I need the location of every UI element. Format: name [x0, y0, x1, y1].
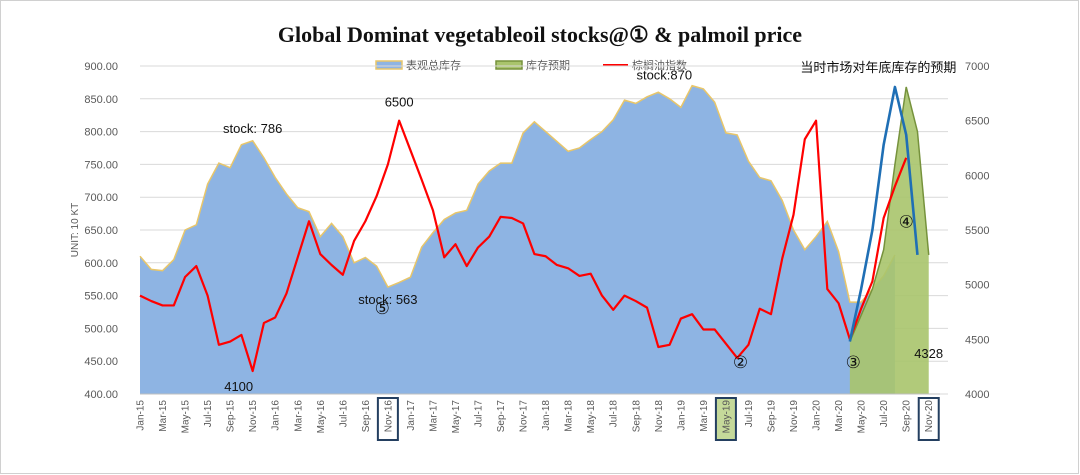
- x-tick-label: Jul-15: [203, 400, 214, 428]
- annotation-label: 6500: [385, 95, 414, 110]
- x-tick-label: Mar-19: [699, 400, 710, 432]
- x-tick-label: Mar-16: [293, 400, 304, 432]
- x-tick-label: May-15: [181, 400, 192, 434]
- y-tick-right: 6500: [965, 116, 989, 128]
- x-tick-label: Jul-19: [744, 400, 755, 428]
- x-tick-label: Jul-20: [879, 400, 890, 428]
- y-tick-left: 600.00: [84, 258, 118, 270]
- x-tick-label: May-20: [857, 400, 868, 434]
- x-tick-label: Nov-20: [924, 400, 935, 433]
- y-tick-left: 900.00: [84, 61, 118, 73]
- y-tick-right: 5500: [965, 225, 989, 237]
- x-tick-label: Sep-20: [902, 400, 913, 433]
- x-tick-label: Sep-15: [226, 400, 237, 433]
- area-forecast-edge: [849, 86, 930, 342]
- x-tick-label: Jul-18: [609, 400, 620, 428]
- annotation-label: 4100: [224, 379, 253, 394]
- circled-marker: ⑤: [375, 299, 390, 319]
- annotation-layer: stock: 786 stock: 563 stock:870 4100 6500 432…: [223, 60, 956, 394]
- x-tick-label: Jul-16: [338, 400, 349, 428]
- circled-marker: ②: [733, 353, 748, 373]
- legend-label-stock: 表观总库存: [406, 58, 461, 72]
- x-tick-label: Nov-19: [789, 400, 800, 433]
- y-tick-left: 450.00: [84, 356, 118, 368]
- area-stock: [140, 85, 895, 395]
- y-axis-title-left: UNIT: 10 KT: [70, 203, 81, 257]
- line-price: [139, 119, 908, 373]
- circled-marker: ③: [846, 353, 861, 373]
- x-tick-label: Jan-17: [406, 400, 417, 431]
- line-layer: [139, 85, 919, 373]
- axis-layer: 400.00 450.00 500.00 550.00 600.00 650.00 700.…: [70, 61, 989, 441]
- x-tick-label: May-16: [316, 400, 327, 434]
- x-tick-label: Mar-17: [428, 400, 439, 432]
- y-tick-left: 550.00: [84, 291, 118, 303]
- y-tick-left: 850.00: [84, 94, 118, 106]
- area-stock-edge: [139, 84, 896, 303]
- x-tick-label: Nov-15: [248, 400, 259, 433]
- y-tick-right: 4500: [965, 334, 989, 346]
- x-tick-label: Jul-17: [474, 400, 485, 428]
- x-tick-box: [917, 397, 940, 441]
- x-tick-label: Nov-18: [654, 400, 665, 433]
- annotation-label: 4328: [914, 346, 943, 361]
- x-tick-label: Sep-18: [631, 400, 642, 433]
- annotation-label: 当时市场对年底库存的预期: [800, 60, 956, 76]
- x-tick-label: May-17: [451, 400, 462, 434]
- x-tick-label: Nov-16: [383, 400, 394, 433]
- y-tick-right: 7000: [965, 61, 989, 73]
- annotation-label: stock: 786: [223, 121, 282, 136]
- x-tick-label: Jan-20: [812, 400, 823, 431]
- y-tick-right: 5000: [965, 280, 989, 292]
- x-tick-label: May-19: [721, 400, 732, 434]
- line-forecast: [848, 85, 919, 342]
- y-tick-right: 6000: [965, 170, 989, 182]
- y-tick-left: 750.00: [84, 159, 118, 171]
- y-tick-left: 650.00: [84, 225, 118, 237]
- x-tick-label: Jan-16: [271, 400, 282, 431]
- annotation-label: stock:870: [636, 68, 692, 83]
- x-tick-label: Jan-18: [541, 400, 552, 431]
- x-tick-label: Mar-15: [158, 400, 169, 432]
- annotation-label: stock: 563: [358, 292, 417, 307]
- y-tick-left: 500.00: [84, 323, 118, 335]
- x-tick-label: Sep-17: [496, 400, 507, 433]
- legend-swatch-forecast: [495, 60, 523, 70]
- circled-marker: ④: [899, 212, 914, 232]
- x-tick-box: [714, 397, 737, 441]
- x-tick-label: Sep-16: [361, 400, 372, 433]
- y-tick-right: 4000: [965, 389, 989, 401]
- x-tick-label: Jan-15: [136, 400, 147, 431]
- x-tick-label: Jan-19: [676, 400, 687, 431]
- legend: 表观总库存 库存预期 棕榈油指数: [375, 58, 687, 72]
- legend-label-forecast: 库存预期: [526, 58, 570, 72]
- x-tick-label: Sep-19: [766, 400, 777, 433]
- y-tick-left: 400.00: [84, 389, 118, 401]
- legend-label-price: 棕榈油指数: [632, 58, 687, 72]
- chart-title: Global Dominat vegetableoil stocks@① & p…: [278, 22, 802, 47]
- x-tick-label: May-18: [586, 400, 597, 434]
- legend-swatch-stock: [375, 60, 403, 70]
- x-tick-label: Nov-17: [519, 400, 530, 433]
- x-tick-label: Mar-20: [834, 400, 845, 432]
- x-tick-label: Mar-18: [564, 400, 575, 432]
- y-tick-left: 700.00: [84, 192, 118, 204]
- x-tick-box: [376, 397, 399, 441]
- y-tick-left: 800.00: [84, 127, 118, 139]
